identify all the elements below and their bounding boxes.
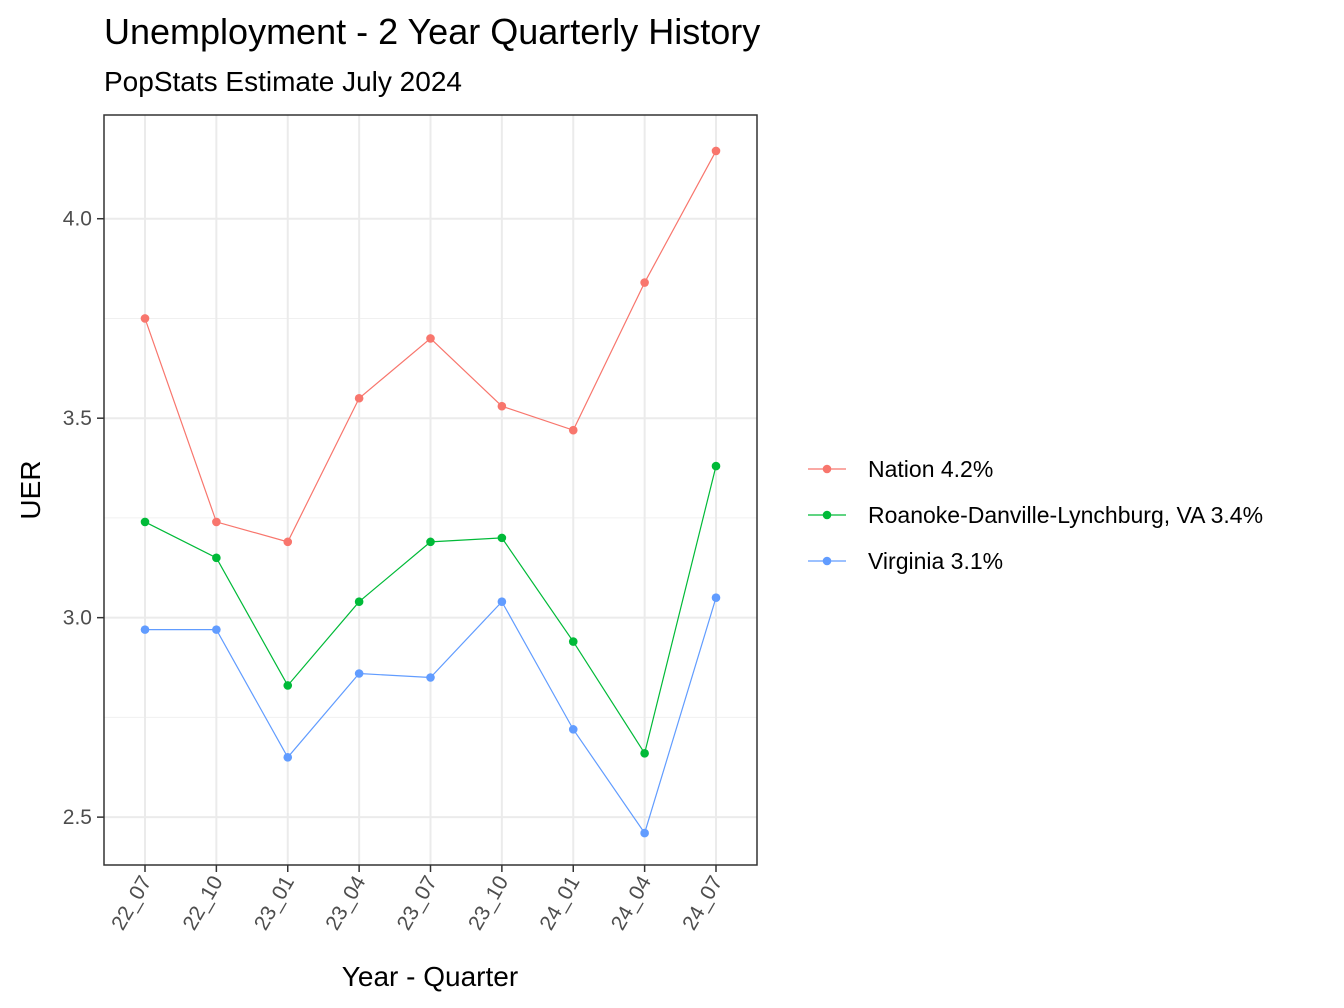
- y-tick-label: 4.0: [63, 208, 92, 231]
- x-tick-label: 24_07: [678, 872, 727, 934]
- data-point: [497, 533, 507, 543]
- data-point: [283, 537, 293, 547]
- data-point: [640, 278, 649, 287]
- x-tick-label: 24_04: [607, 872, 656, 934]
- data-point: [212, 553, 221, 563]
- x-tick-label: 24_01: [535, 872, 584, 934]
- data-point: [640, 828, 649, 838]
- legend-label: Virginia 3.1%: [868, 548, 1003, 574]
- x-tick-label: 23_04: [321, 872, 370, 934]
- legend-item: Nation 4.2%: [808, 456, 993, 482]
- major-gridlines: [104, 115, 757, 865]
- data-point: [354, 669, 364, 678]
- data-point: [354, 393, 364, 403]
- legend-label: Nation 4.2%: [868, 456, 993, 482]
- series-2: [140, 461, 721, 758]
- data-point: [568, 725, 578, 734]
- data-point: [354, 597, 364, 607]
- x-tick-label: 23_10: [464, 872, 513, 934]
- data-point: [640, 748, 649, 758]
- legend-item: Virginia 3.1%: [808, 548, 1003, 574]
- series-layer: [140, 146, 721, 838]
- data-point: [212, 625, 221, 634]
- series-3: [140, 593, 721, 838]
- chart-title: Unemployment - 2 Year Quarterly History: [104, 11, 760, 52]
- legend-label: Roanoke-Danville-Lynchburg, VA 3.4%: [868, 502, 1263, 528]
- legend-item: Roanoke-Danville-Lynchburg, VA 3.4%: [808, 502, 1263, 528]
- data-point: [711, 146, 721, 156]
- data-point: [140, 517, 150, 527]
- data-point: [568, 425, 578, 435]
- y-axis: 2.5 3.0 3.5 4.0: [63, 208, 104, 829]
- y-axis-title: UER: [15, 460, 46, 519]
- x-tick-label: 22_07: [107, 872, 156, 934]
- x-axis-title: Year - Quarter: [342, 961, 518, 992]
- data-point: [212, 517, 221, 527]
- y-tick-label: 3.0: [63, 607, 92, 630]
- legend-key-point: [822, 464, 832, 474]
- data-point: [497, 401, 507, 411]
- series-1: [140, 146, 721, 547]
- legend: Nation 4.2% Roanoke-Danville-Lynchburg, V…: [808, 456, 1263, 574]
- data-point: [426, 334, 435, 343]
- data-point: [140, 314, 150, 323]
- data-point: [283, 752, 293, 762]
- data-point: [140, 625, 150, 634]
- legend-key-point: [822, 556, 832, 566]
- data-point: [711, 461, 721, 471]
- x-tick-label: 22_10: [179, 872, 228, 934]
- data-point: [283, 681, 293, 690]
- chart-subtitle: PopStats Estimate July 2024: [104, 66, 462, 97]
- data-point: [568, 637, 578, 646]
- y-tick-label: 2.5: [63, 806, 92, 829]
- data-point: [711, 593, 721, 603]
- y-tick-label: 3.5: [63, 407, 92, 430]
- x-tick-label: 23_01: [250, 872, 299, 934]
- data-point: [497, 597, 507, 607]
- data-point: [426, 673, 435, 682]
- x-tick-label: 23_07: [393, 872, 442, 934]
- data-point: [426, 537, 435, 547]
- plot-panel: [103, 114, 758, 866]
- x-axis: 22_07 22_10 23_01 23_04 23_07 23_10 24_01 24_04…: [107, 865, 727, 934]
- legend-key-point: [822, 510, 832, 520]
